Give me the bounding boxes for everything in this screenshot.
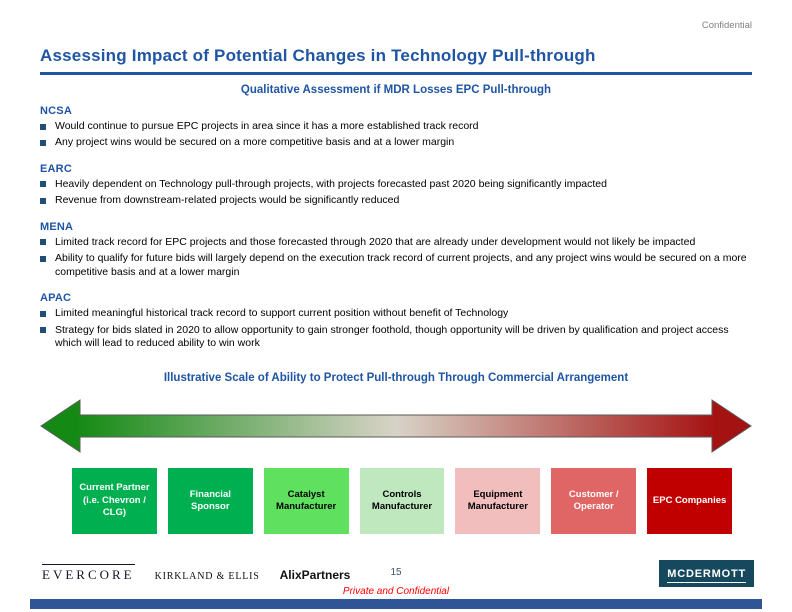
confidential-label: Confidential (701, 20, 752, 31)
bullet-square-icon (40, 255, 46, 262)
region-earc: EARC Heavily dependent on Technology pul… (40, 163, 752, 208)
bullet-square-icon (40, 310, 46, 317)
region-mena-heading: MENA (40, 220, 74, 233)
region-mena: MENA Limited track record for EPC projec… (40, 221, 752, 279)
scale-box-label: EPC Companies (652, 494, 727, 506)
bullet-text: Limited meaningful historical track reco… (55, 307, 509, 320)
scale-box-label: Current Partner (i.e. Chevron / CLG) (79, 482, 150, 519)
scale-box-label: Financial Sponsor (189, 488, 231, 512)
region-ncsa-heading: NCSA (40, 105, 72, 117)
region-apac: APAC Limited meaningful historical track… (40, 292, 752, 350)
bullet-item: Limited track record for EPC projects an… (40, 236, 752, 249)
scale-box-epc-companies: EPC Companies (647, 468, 733, 534)
scale-box-label: Controls Manufacturer (371, 488, 433, 512)
bullet-item: Would continue to pursue EPC projects in… (40, 120, 752, 133)
gradient-scale-arrow (38, 396, 754, 456)
bullet-text: Ability to qualify for future bids will … (55, 252, 747, 278)
title-underline (40, 72, 752, 75)
private-confidential-label: Private and Confidential (342, 586, 450, 597)
scale-box-label: Catalyst Manufacturer (276, 488, 337, 512)
bullet-square-icon (40, 197, 46, 204)
bullet-square-icon (40, 327, 46, 333)
scale-boxes-row: Current Partner (i.e. Chevron / CLG) Fin… (72, 468, 733, 534)
bullet-text: Heavily dependent on Technology pull-thr… (55, 177, 607, 190)
page-number: 15 (390, 567, 402, 578)
qualitative-section: Qualitative Assessment if MDR Losses EPC… (40, 84, 752, 363)
bullet-square-icon (40, 139, 46, 146)
region-apac-heading: APAC (40, 292, 72, 305)
bullet-text: Any project wins would be secured on a m… (55, 136, 455, 149)
bullet-text: Would continue to pursue EPC projects in… (55, 120, 479, 132)
mcdermott-logo: MCDERMOTT (659, 560, 754, 587)
bullet-text: Revenue from downstream-related projects… (55, 194, 400, 207)
scale-box-label: Equipment Manufacturer (467, 488, 528, 512)
bullet-item: Heavily dependent on Technology pull-thr… (40, 178, 752, 191)
bullet-square-icon (40, 123, 46, 130)
alixpartners-logo: AlixPartners (279, 568, 351, 582)
bullet-item: Limited meaningful historical track reco… (40, 307, 752, 320)
scale-box-financial-sponsor: Financial Sponsor (167, 468, 253, 534)
bullet-square-icon (40, 181, 46, 188)
bullet-text: Strategy for bids slated in 2020 to allo… (55, 323, 729, 349)
double-arrow-icon (40, 399, 752, 453)
illustrative-scale-header: Illustrative Scale of Ability to Protect… (163, 372, 629, 384)
scale-box-controls-manufacturer: Controls Manufacturer (359, 468, 445, 534)
footer-bar (30, 599, 762, 609)
evercore-logo: EVERCORE (42, 564, 135, 583)
bullet-item: Strategy for bids slated in 2020 to allo… (40, 324, 752, 351)
region-ncsa: NCSA Would continue to pursue EPC projec… (40, 105, 752, 150)
footer-logos: EVERCORE KIRKLAND & ELLIS AlixPartners (42, 564, 350, 583)
qualitative-assessment-header: Qualitative Assessment if MDR Losses EPC… (240, 84, 552, 96)
bullet-item: Revenue from downstream-related projects… (40, 194, 752, 207)
slide-title: Assessing Impact of Potential Changes in… (40, 46, 596, 65)
scale-box-customer-operator: Customer / Operator (551, 468, 637, 534)
kirkland-ellis-logo: KIRKLAND & ELLIS (154, 571, 260, 582)
scale-box-equipment-manufacturer: Equipment Manufacturer (455, 468, 541, 534)
bullet-square-icon (40, 239, 46, 246)
mcdermott-logo-text: MCDERMOTT (667, 568, 746, 583)
scale-box-label: Customer / Operator (568, 488, 619, 512)
scale-box-catalyst-manufacturer: Catalyst Manufacturer (263, 468, 349, 534)
region-earc-heading: EARC (40, 162, 72, 175)
scale-box-current-partner: Current Partner (i.e. Chevron / CLG) (72, 468, 157, 534)
bullet-item: Any project wins would be secured on a m… (40, 136, 752, 149)
bullet-text: Limited track record for EPC projects an… (55, 235, 696, 248)
bullet-item: Ability to qualify for future bids will … (40, 252, 752, 279)
